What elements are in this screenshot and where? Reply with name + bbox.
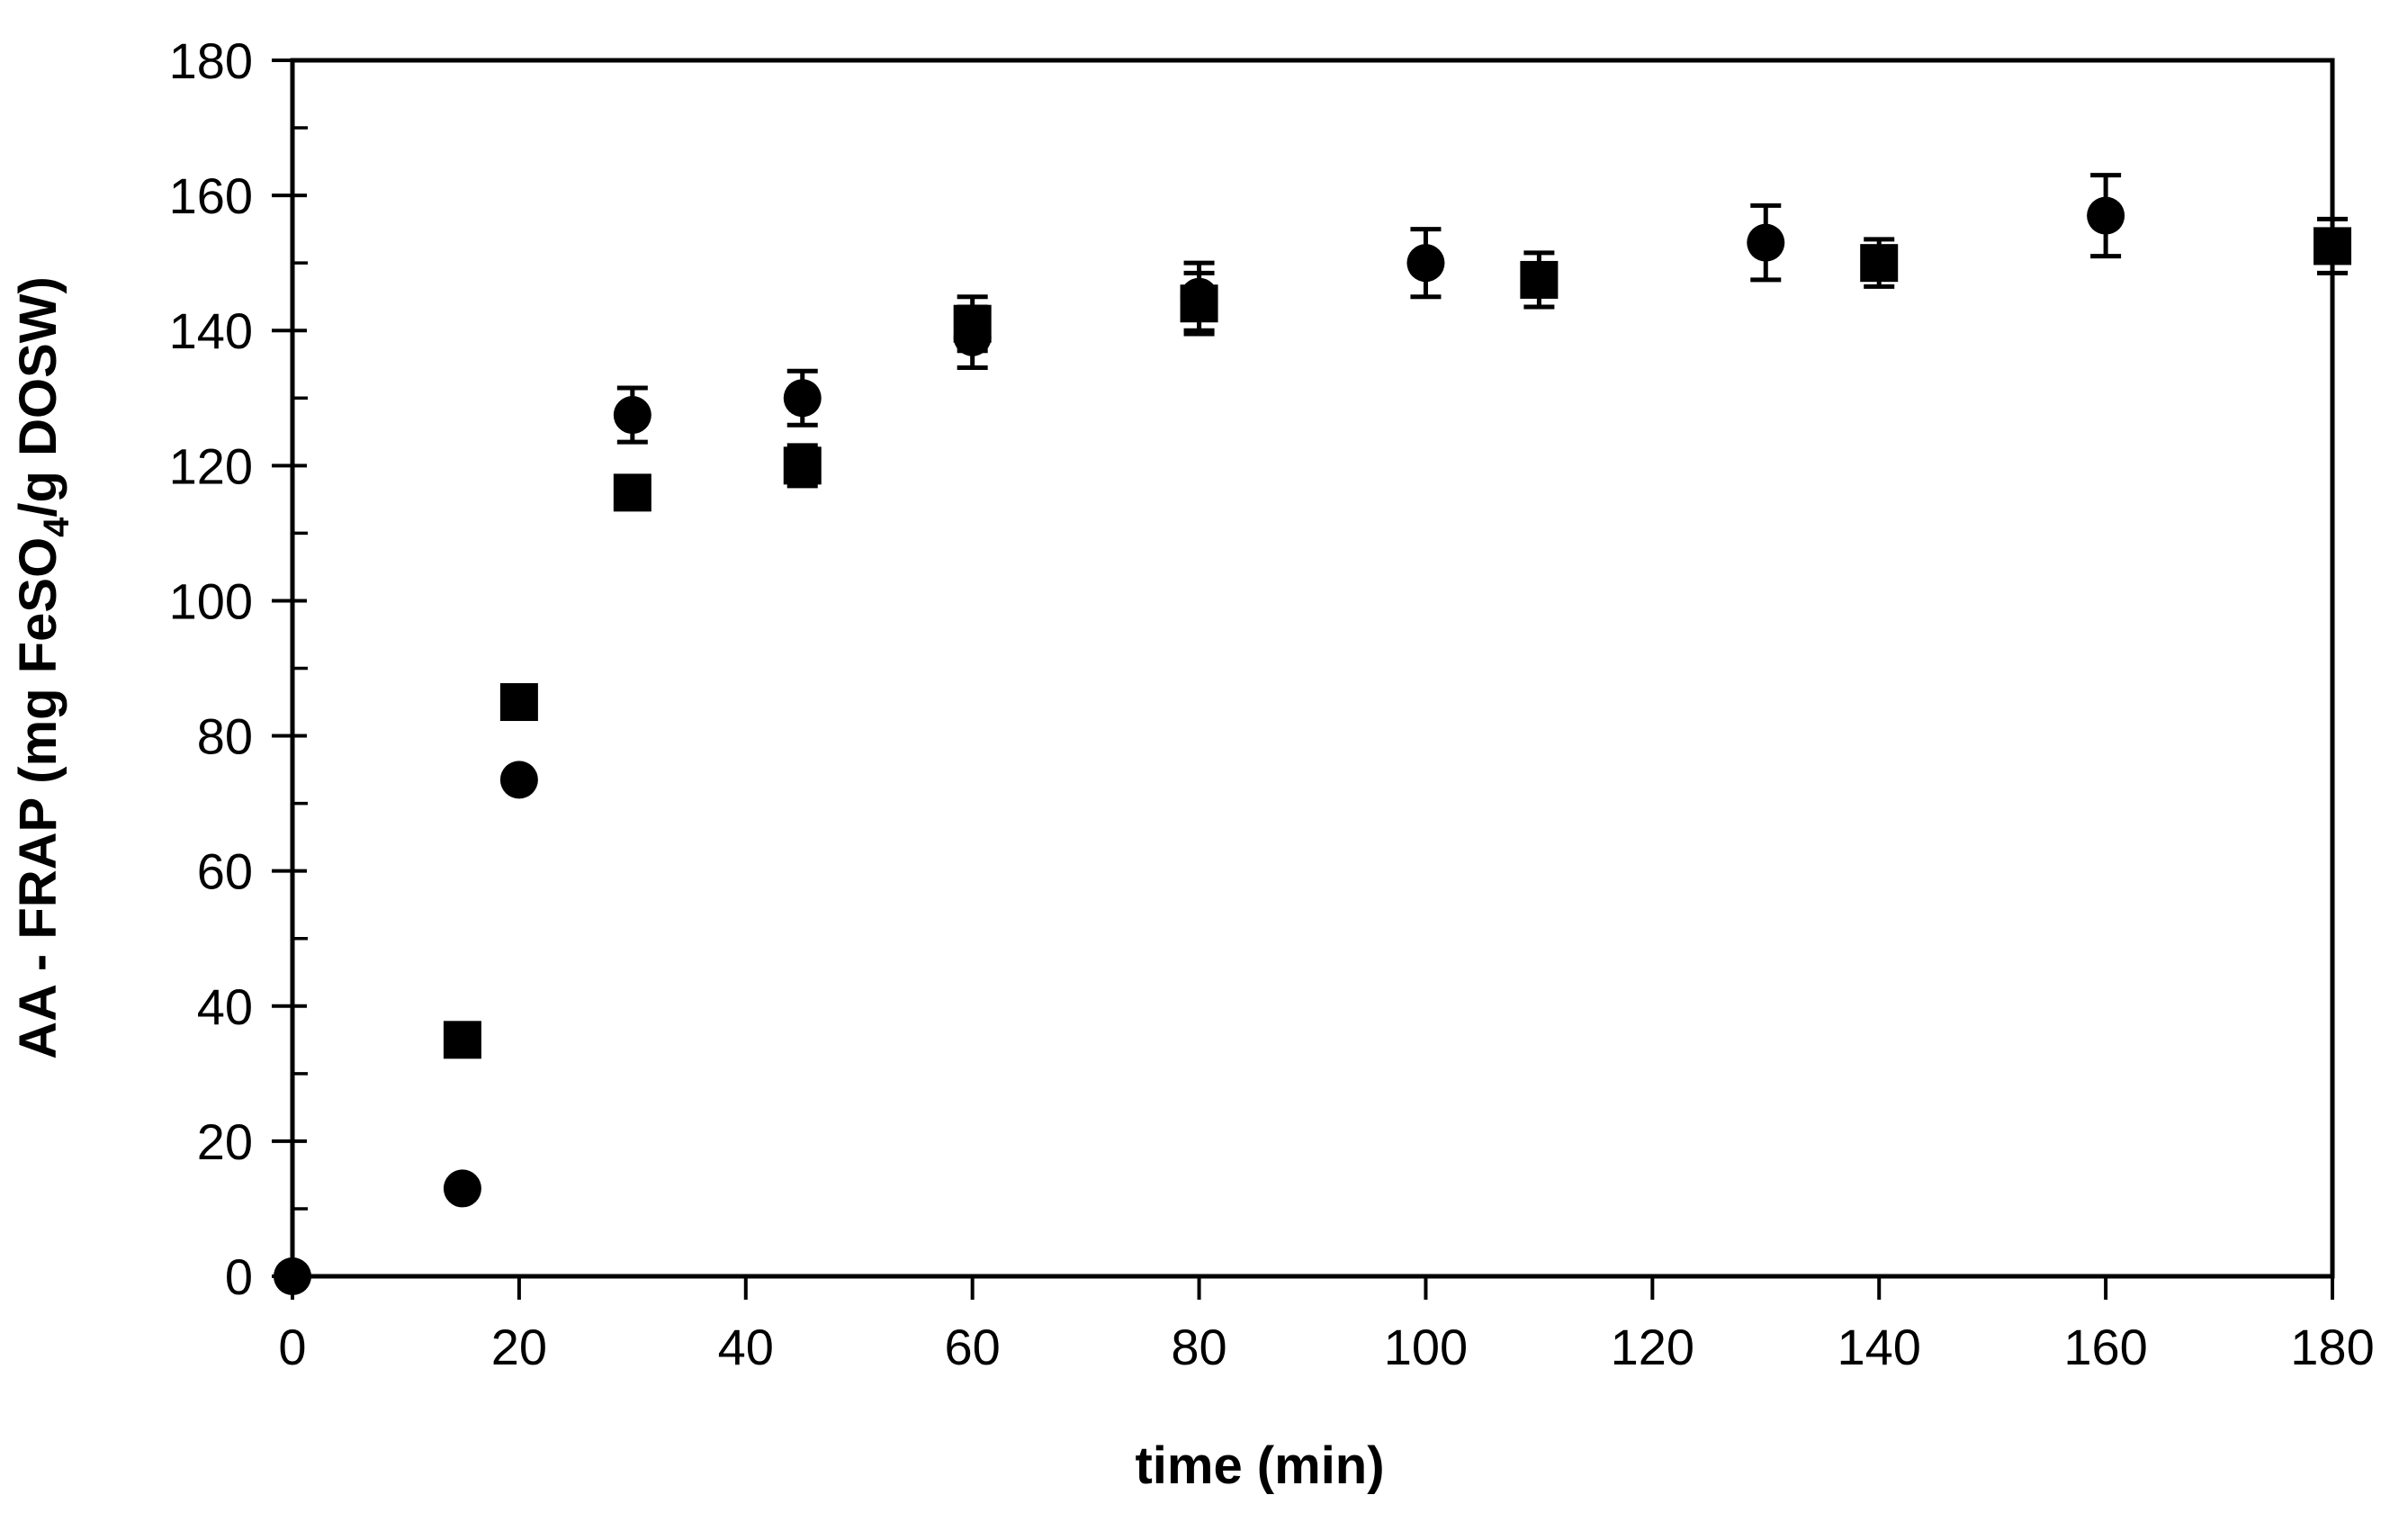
x-tick-label: 40 <box>718 1319 774 1375</box>
y-tick-label: 120 <box>169 437 253 494</box>
x-tick-label: 140 <box>1837 1319 1921 1375</box>
x-tick-label: 0 <box>278 1319 306 1375</box>
x-tick-label: 60 <box>945 1319 1001 1375</box>
data-point-circle <box>499 761 538 799</box>
y-tick-label: 0 <box>225 1248 253 1305</box>
data-point-circle <box>2087 196 2125 235</box>
data-layer <box>274 173 2351 1295</box>
data-point-square <box>1520 260 1559 299</box>
x-tick-label: 80 <box>1171 1319 1226 1375</box>
y-tick-label: 160 <box>169 167 253 224</box>
data-point-circle <box>443 1169 481 1208</box>
data-point-square <box>2314 227 2351 266</box>
y-tick-label: 20 <box>197 1113 253 1170</box>
data-point-square <box>499 683 538 722</box>
y-tick-label: 100 <box>169 572 253 629</box>
y-axis-label: AA - FRAP (mg FeSO4/g DOSW) <box>9 276 76 1059</box>
x-tick-label: 180 <box>2290 1319 2374 1375</box>
y-tick-label: 80 <box>197 708 253 765</box>
plot-frame-layer <box>290 58 2335 1279</box>
x-tick-label: 160 <box>2063 1319 2147 1375</box>
y-tick-label: 40 <box>197 978 253 1035</box>
data-point-circle <box>1180 277 1218 316</box>
y-tick-label: 140 <box>169 302 253 359</box>
data-point-circle <box>274 1257 311 1295</box>
x-tick-label: 100 <box>1384 1319 1468 1375</box>
data-point-square <box>443 1021 481 1059</box>
data-point-square <box>613 473 651 512</box>
x-axis-label: time (min) <box>1135 1436 1384 1495</box>
data-point-square <box>783 446 822 485</box>
tick-layer: 0 20 40 60 80 100 120 140 160 180 0 20 40 60 80 100 120 1… <box>169 32 2375 1375</box>
data-point-circle <box>953 318 992 356</box>
plot-frame <box>290 58 2335 1279</box>
data-point-circle <box>1406 244 1445 283</box>
y-tick-label: 60 <box>197 843 253 900</box>
x-tick-label: 120 <box>1611 1319 1694 1375</box>
x-tick-label: 20 <box>491 1319 547 1375</box>
y-tick-label: 180 <box>169 32 253 89</box>
data-point-circle <box>783 379 822 418</box>
data-point-circle <box>613 396 651 435</box>
data-point-circle <box>1747 223 1785 262</box>
data-point-square <box>1860 244 1899 283</box>
